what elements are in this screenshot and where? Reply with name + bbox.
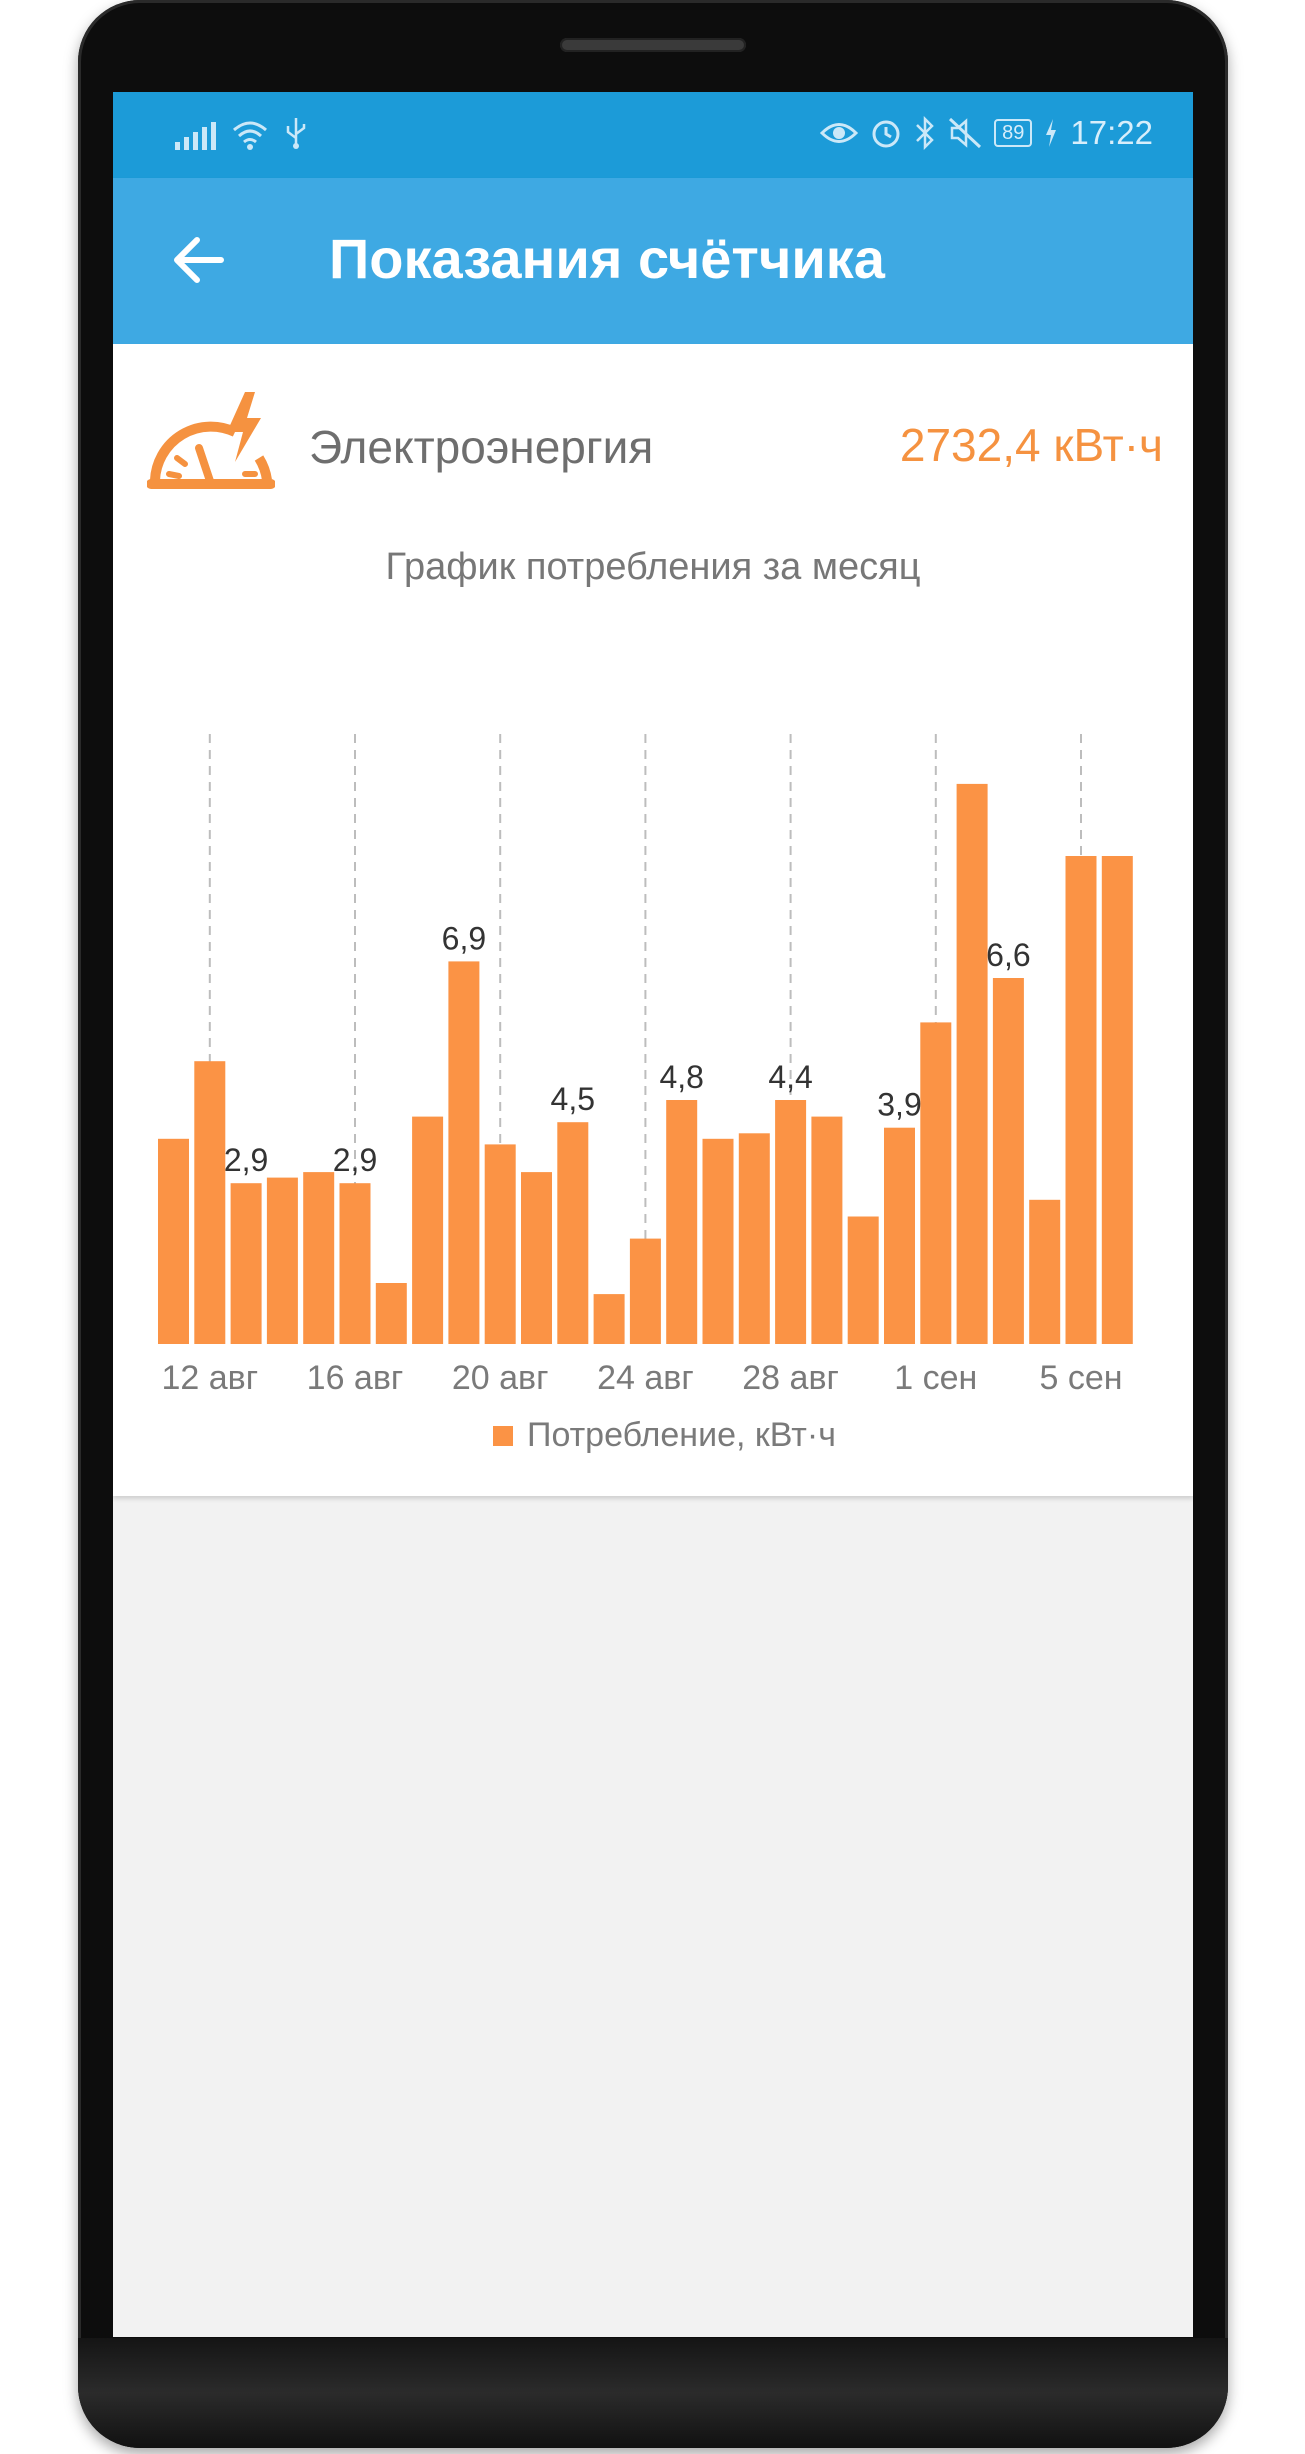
electricity-meter-icon — [147, 392, 275, 489]
value-label: 4,4 — [768, 1059, 812, 1095]
bar-27-авг[interactable] — [738, 1133, 770, 1344]
meter-reading: 2732,4 кВт·ч — [899, 419, 1163, 471]
x-tick-label: 5 сен — [1039, 1359, 1122, 1397]
bar-12-авг[interactable] — [194, 1061, 226, 1344]
eye-icon — [820, 123, 859, 143]
value-label: 2,9 — [333, 1142, 377, 1178]
charging-icon — [1046, 119, 1057, 147]
bar-2-сен[interactable] — [956, 783, 988, 1344]
bar-1-сен[interactable] — [920, 1022, 952, 1344]
bar-16-авг[interactable] — [339, 1183, 371, 1344]
bar-26-авг[interactable] — [702, 1138, 734, 1344]
x-tick-label: 12 авг — [161, 1359, 258, 1397]
bar-11-авг[interactable] — [158, 1138, 189, 1344]
page-title: Показания счётчика — [329, 227, 885, 290]
app-bar: Показания счётчика — [113, 178, 1193, 344]
meter-card: Электроэнергия 2732,4 кВт·ч График потре… — [113, 344, 1193, 1496]
bar-18-авг[interactable] — [412, 1116, 444, 1344]
bar-4-сен[interactable] — [1029, 1199, 1061, 1344]
app-screen: 89 17:22 Показания счётчика Электроэнерг… — [113, 92, 1193, 2337]
bar-14-авг[interactable] — [266, 1177, 298, 1344]
x-tick-label: 24 авг — [597, 1359, 694, 1397]
status-right: 89 17:22 — [820, 114, 1153, 152]
bar-20-авг[interactable] — [484, 1144, 516, 1344]
bar-5-сен[interactable] — [1065, 856, 1097, 1344]
bar-31-авг[interactable] — [884, 1127, 915, 1344]
bluetooth-icon — [916, 116, 934, 150]
bar-6-сен[interactable] — [1101, 856, 1133, 1344]
phone-speaker — [560, 38, 746, 52]
x-tick-label: 28 авг — [742, 1359, 839, 1397]
meter-name: Электроэнергия — [309, 421, 654, 473]
clock: 17:22 — [1070, 114, 1153, 151]
chart-value-labels: 2,9 2,9 6,9 4,5 4,8 4,4 3,9 6,6 — [224, 920, 1031, 1178]
bar-15-авг[interactable] — [303, 1172, 335, 1344]
value-label: 4,8 — [659, 1059, 703, 1095]
value-label: 3,9 — [877, 1087, 921, 1123]
chart-x-labels: 12 авг 16 авг 20 авг 24 авг 28 авг 1 сен 5 сен — [161, 1359, 1122, 1397]
value-label: 6,9 — [442, 920, 486, 956]
value-label: 6,6 — [986, 937, 1030, 973]
x-tick-label: 16 авг — [307, 1359, 404, 1397]
status-bar: 89 17:22 — [113, 92, 1193, 178]
chart-legend: Потребление, кВт·ч — [493, 1416, 836, 1455]
bar-22-авг[interactable] — [557, 1122, 589, 1344]
legend-label: Потребление, кВт·ч — [527, 1416, 836, 1454]
bar-19-авг[interactable] — [448, 961, 480, 1344]
value-label: 4,5 — [551, 1081, 595, 1117]
bar-23-авг[interactable] — [593, 1294, 625, 1344]
battery-indicator: 89 — [994, 119, 1033, 147]
mute-icon — [949, 117, 982, 149]
value-label: 2,9 — [224, 1142, 268, 1178]
bar-28-авг[interactable] — [775, 1100, 807, 1344]
bar-13-авг[interactable] — [230, 1183, 262, 1344]
x-tick-label: 1 сен — [894, 1359, 977, 1397]
x-tick-label: 20 авг — [452, 1359, 549, 1397]
bar-30-авг[interactable] — [847, 1216, 879, 1345]
bar-29-авг[interactable] — [811, 1116, 843, 1344]
signal-icon — [175, 122, 216, 150]
status-left — [175, 116, 308, 150]
bar-3-сен[interactable] — [992, 978, 1024, 1344]
wifi-icon — [233, 121, 267, 150]
usb-icon — [286, 118, 306, 149]
bar-17-авг[interactable] — [375, 1283, 407, 1344]
phone-bottom-bezel — [78, 2338, 1228, 2448]
bar-25-авг[interactable] — [666, 1100, 698, 1344]
legend-swatch — [493, 1425, 513, 1446]
chart-bars — [158, 783, 1133, 1345]
chart-title: График потребления за месяц — [385, 546, 921, 588]
bar-21-авг[interactable] — [521, 1172, 552, 1344]
back-arrow-icon[interactable] — [169, 230, 229, 290]
consumption-chart: 2,9 2,9 6,9 4,5 4,8 4,4 3,9 6,6 12 авг 16 авг 20 … — [158, 734, 1133, 1397]
bar-24-авг[interactable] — [629, 1238, 661, 1344]
alarm-icon — [872, 120, 900, 148]
chart-gridlines — [208, 734, 1082, 1344]
